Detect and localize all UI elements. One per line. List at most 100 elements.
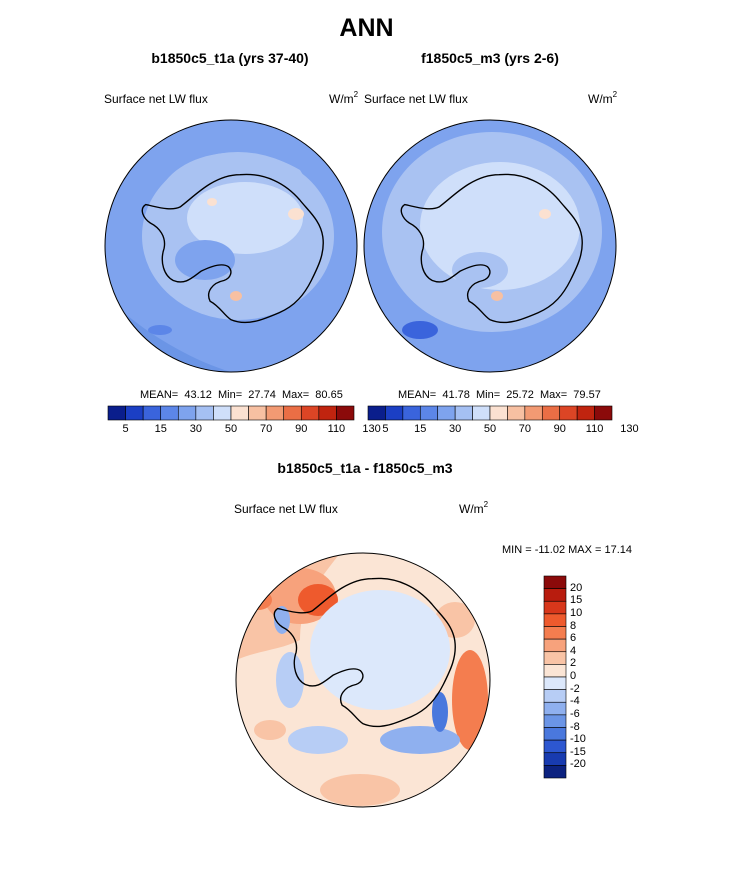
colorbar-tick-label: 110 xyxy=(585,423,604,435)
colorbar-swatch xyxy=(367,405,386,421)
difference-subtitle: b1850c5_t1a - f1850c5_m3 xyxy=(277,460,453,476)
colorbar-swatch xyxy=(543,714,567,728)
colorbar-tick-label: 4 xyxy=(570,644,577,657)
colorbar-swatch xyxy=(283,405,302,421)
colorbar-tick-label: 5 xyxy=(382,423,389,435)
colorbar-tick-label: 130 xyxy=(362,423,381,435)
colorbar-swatch xyxy=(300,405,320,421)
colorbar-tick-label: 90 xyxy=(553,423,566,435)
panel-2-units: W/m2 xyxy=(588,90,618,106)
colorbar-swatch xyxy=(543,727,567,741)
colorbar-tick-label: 110 xyxy=(327,423,346,435)
colorbar-tick-label: -10 xyxy=(570,733,586,746)
colorbar-swatch xyxy=(594,405,613,421)
colorbar-swatch xyxy=(543,701,567,716)
colorbar-tick-label: 70 xyxy=(260,423,273,435)
colorbar-tick-label: 130 xyxy=(620,423,639,435)
colorbar-tick-label: -2 xyxy=(570,682,580,695)
colorbar-swatch xyxy=(160,405,179,421)
colorbar-tick-label: -4 xyxy=(570,695,580,708)
panel-1-units: W/m2 xyxy=(329,90,359,106)
colorbar-panel-1 xyxy=(107,405,355,421)
colorbar-swatch xyxy=(177,405,197,421)
colorbar-swatch xyxy=(142,405,162,421)
panel-2-variable-label: Surface net LW flux xyxy=(364,92,468,106)
colorbar-tick-label: 30 xyxy=(189,423,202,435)
panel-2-subtitle: f1850c5_m3 (yrs 2-6) xyxy=(421,50,559,66)
colorbar-swatch xyxy=(543,752,567,766)
colorbar-swatch xyxy=(265,405,285,421)
colorbar-tick-label: -6 xyxy=(570,707,580,720)
colorbar-tick-label: 20 xyxy=(570,581,583,594)
map-difference xyxy=(236,553,490,807)
colorbar-tick-label: 0 xyxy=(570,670,577,682)
panel-2-mean-value: 41.78 xyxy=(442,389,470,401)
map-panel-1 xyxy=(105,120,357,372)
colorbar-swatch xyxy=(543,600,567,615)
colorbar-swatch xyxy=(195,405,214,421)
colorbar-swatch xyxy=(543,676,567,690)
colorbar-swatch xyxy=(543,626,567,640)
colorbar-difference xyxy=(543,575,567,779)
colorbar-swatch xyxy=(107,405,126,421)
colorbar-swatch xyxy=(213,405,232,421)
colorbar-tick-label: 15 xyxy=(570,594,583,607)
colorbar-tick-label: 6 xyxy=(570,632,577,645)
difference-variable-label: Surface net LW flux xyxy=(234,502,338,516)
colorbar-swatch xyxy=(543,575,567,589)
colorbar-swatch xyxy=(543,689,567,703)
colorbar-swatch xyxy=(543,588,567,602)
panel-2-max-value: 79.57 xyxy=(573,389,601,401)
panel-1-min-label: Min= xyxy=(218,389,243,401)
panel-2-mean-label: MEAN= xyxy=(398,389,437,401)
colorbar-tick-label: 70 xyxy=(518,423,531,435)
colorbar-swatch xyxy=(543,765,567,779)
colorbar-tick-label: 50 xyxy=(224,423,238,435)
colorbar-swatch xyxy=(489,405,508,421)
colorbar-tick-label: 30 xyxy=(449,423,462,435)
colorbar-tick-label: 8 xyxy=(570,619,577,632)
map-panel-2 xyxy=(364,120,616,372)
colorbar-swatch xyxy=(543,613,567,627)
panel-1-max-value: 80.65 xyxy=(315,389,343,401)
panel-2-min-value: 25.72 xyxy=(506,389,534,401)
panel-1-mean-value: 43.12 xyxy=(184,389,212,401)
colorbar-tick-label: 2 xyxy=(570,657,577,670)
panel-2-min-label: Min= xyxy=(476,389,501,401)
colorbar-tick-label: -15 xyxy=(570,745,586,758)
colorbar-swatch xyxy=(385,405,404,421)
colorbar-tick-label: 15 xyxy=(414,423,427,435)
colorbar-swatch xyxy=(125,405,144,421)
colorbar-tick-label: -20 xyxy=(570,758,586,771)
colorbar-panel-2 xyxy=(367,405,613,421)
colorbar-tick-label: 10 xyxy=(570,606,583,619)
colorbar-tick-label: -8 xyxy=(570,720,580,733)
panel-1-mean-label: MEAN= xyxy=(140,389,179,401)
difference-units: W/m2 xyxy=(459,500,489,516)
colorbar-swatch xyxy=(543,664,567,678)
colorbar-swatch xyxy=(543,739,567,754)
colorbar-swatch xyxy=(472,405,491,421)
colorbar-swatch xyxy=(230,405,249,421)
colorbar-swatch xyxy=(576,405,595,421)
colorbar-swatch xyxy=(402,405,421,421)
panel-1-variable-label: Surface net LW flux xyxy=(104,92,208,106)
colorbar-swatch xyxy=(419,405,439,421)
colorbar-swatch xyxy=(454,405,473,421)
difference-minmax: MIN = -11.02 MAX = 17.14 xyxy=(502,544,633,556)
colorbar-swatch xyxy=(437,405,456,421)
panel-1-max-label: Max= xyxy=(281,389,310,401)
colorbar-tick-label: 5 xyxy=(122,423,129,435)
colorbar-swatch xyxy=(336,405,355,421)
colorbar-swatch xyxy=(318,405,337,421)
panel-2-max-label: Max= xyxy=(539,389,568,401)
colorbar-tick-label: 90 xyxy=(295,423,308,435)
panel-1-stats: MEAN= 43.12 Min= 27.74 Max= 80.65 xyxy=(140,389,343,401)
colorbar-swatch xyxy=(507,405,526,421)
colorbar-swatch xyxy=(559,405,578,421)
figure-title: ANN xyxy=(339,14,394,42)
panel-2-stats: MEAN= 41.78 Min= 25.72 Max= 79.57 xyxy=(398,389,601,401)
colorbar-tick-label: 50 xyxy=(483,423,497,435)
panel-1-subtitle: b1850c5_t1a (yrs 37-40) xyxy=(151,50,309,66)
